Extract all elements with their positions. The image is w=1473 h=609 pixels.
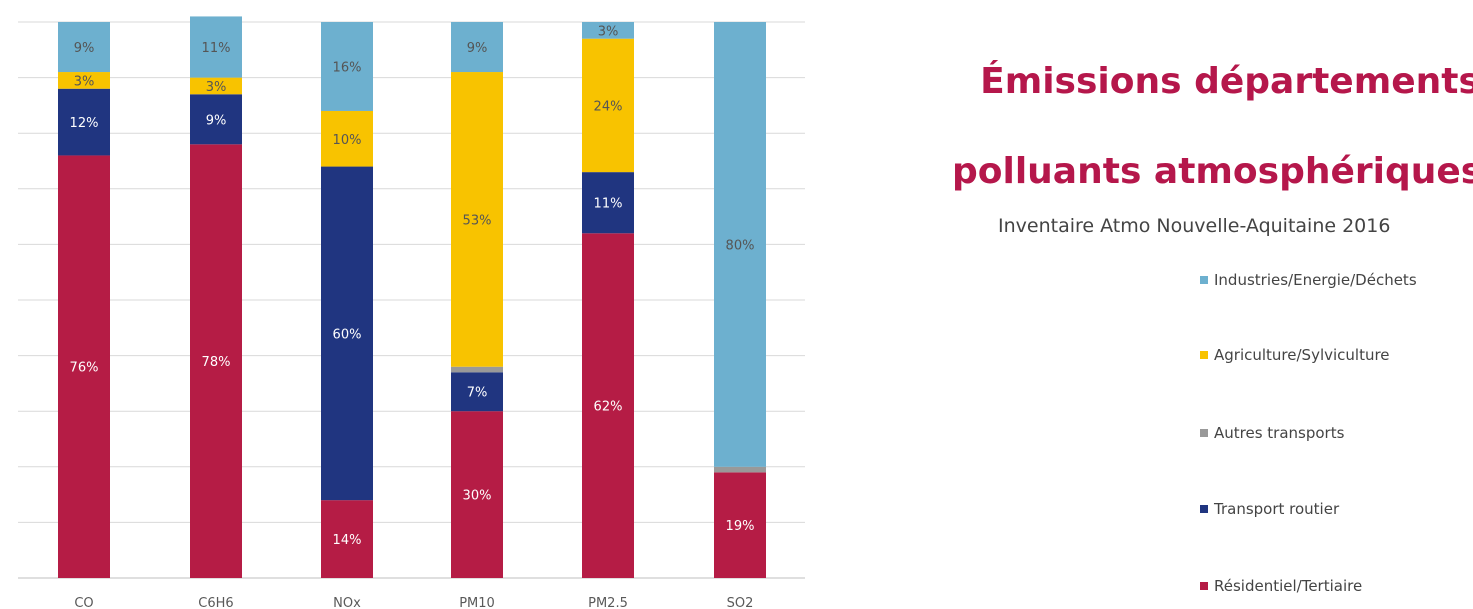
bar-segment: [582, 233, 634, 578]
bar-segment: [58, 88, 110, 156]
legend-swatch: [1200, 429, 1208, 437]
bar-segment: [714, 22, 766, 467]
bar-segment: [451, 411, 503, 578]
legend-item: Autres transports: [1200, 423, 1344, 443]
legend-item: Industries/Energie/Déchets: [1200, 270, 1417, 290]
legend-item: Transport routier: [1200, 499, 1339, 519]
x-tick-label: PM2.5: [588, 596, 628, 609]
bar-segment: [321, 22, 373, 111]
data-label: 78%: [202, 355, 231, 370]
bar-segment: [451, 72, 503, 367]
x-tick-label: CO: [74, 596, 93, 609]
data-label: 12%: [70, 116, 99, 131]
x-tick-label: NOx: [333, 596, 361, 609]
bar-segment: [582, 38, 634, 173]
bar-segment: [451, 372, 503, 412]
bar-segment: [58, 155, 110, 578]
bar-segment: [190, 77, 242, 95]
stacked-bar-chart: 76% 12% 3% 9% CO 78% 9% 3% 11% C6H6 14% 60% 10% 16% NO…: [18, 16, 805, 609]
bar-segment: [451, 22, 503, 73]
data-label: 11%: [594, 197, 623, 212]
data-label: 53%: [463, 213, 492, 228]
data-label: 9%: [74, 41, 95, 56]
data-label: 30%: [463, 489, 492, 504]
data-label: 76%: [70, 361, 99, 376]
data-label: 3%: [206, 80, 227, 95]
data-label: 14%: [333, 533, 362, 548]
data-label: 7%: [467, 386, 488, 401]
legend-swatch: [1200, 582, 1208, 590]
bar-segment: [190, 144, 242, 578]
bar-segment: [582, 22, 634, 39]
bar-segment: [58, 72, 110, 89]
legend-swatch: [1200, 505, 1208, 513]
data-label: 3%: [598, 24, 619, 39]
x-tick-label: PM10: [459, 596, 495, 609]
data-label: 60%: [333, 327, 362, 342]
chart-title-line-2: polluants atmosphériques: [952, 151, 1473, 192]
data-label: 62%: [594, 400, 623, 415]
data-label: 9%: [467, 41, 488, 56]
legend-item: Agriculture/Sylviculture: [1200, 345, 1390, 365]
x-tick-label: C6H6: [198, 596, 233, 609]
bar-segment: [190, 16, 242, 78]
data-label: 16%: [333, 60, 362, 75]
data-label: 3%: [74, 74, 95, 89]
chart-title-line-1: Émissions départements: [980, 61, 1473, 102]
bar-segment: [451, 366, 503, 373]
bar-segment: [582, 172, 634, 234]
data-label: 80%: [726, 238, 755, 253]
bar-segment: [190, 94, 242, 145]
data-label: 10%: [333, 133, 362, 148]
bar-segment: [58, 22, 110, 73]
data-label: 19%: [726, 519, 755, 534]
legend-label: Agriculture/Sylviculture: [1214, 346, 1390, 364]
legend-label: Résidentiel/Tertiaire: [1214, 577, 1363, 595]
data-label: 9%: [206, 113, 227, 128]
legend-item: Résidentiel/Tertiaire: [1200, 576, 1362, 596]
legend-label: Transport routier: [1214, 500, 1340, 518]
bar-segment: [321, 500, 373, 578]
legend-swatch: [1200, 351, 1208, 359]
bar-segment: [714, 466, 766, 473]
data-label: 24%: [594, 99, 623, 114]
chart-subtitle: Inventaire Atmo Nouvelle-Aquitaine 2016: [998, 215, 1391, 237]
x-tick-label: SO2: [727, 596, 754, 609]
legend-label: Industries/Energie/Déchets: [1214, 271, 1417, 289]
bar-segment: [321, 110, 373, 167]
legend-swatch: [1200, 276, 1208, 284]
bar-segment: [714, 472, 766, 578]
bar-segment: [321, 166, 373, 501]
data-label: 11%: [202, 41, 231, 56]
legend-label: Autres transports: [1214, 424, 1345, 442]
